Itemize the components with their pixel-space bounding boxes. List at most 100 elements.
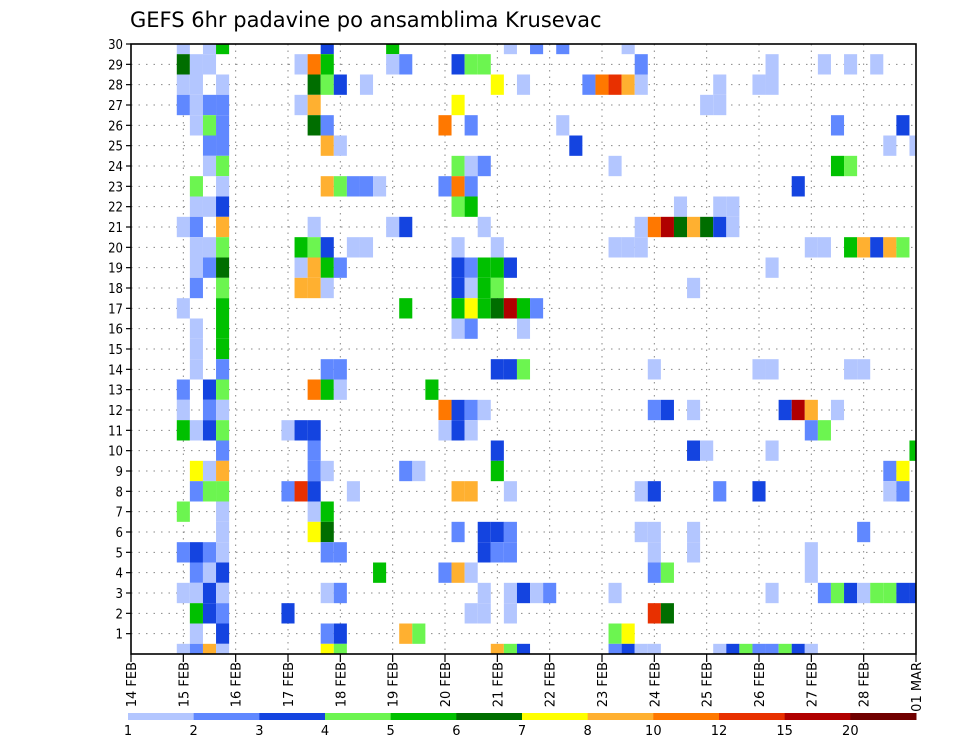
heatmap-cell: [202, 582, 217, 604]
heatmap-cell: [386, 44, 400, 55]
heatmap-cell: [844, 582, 858, 604]
y-tick-label: 26: [108, 119, 123, 134]
heatmap-cell: [765, 582, 779, 604]
heatmap-cell: [307, 481, 321, 502]
heatmap-cell: [399, 54, 413, 75]
x-tick-label: 26 FEB: [753, 662, 768, 707]
heatmap-cell: [189, 359, 203, 380]
heatmap-cell: [386, 216, 400, 238]
heatmap-cell: [176, 582, 190, 604]
heatmap-cell: [202, 237, 217, 258]
heatmap-cell: [765, 74, 779, 95]
heatmap-cell: [490, 542, 504, 563]
heatmap-cell: [216, 298, 230, 319]
heatmap-cell: [346, 176, 360, 197]
heatmap-cell: [373, 176, 387, 197]
heatmap-cell: [765, 54, 779, 75]
heatmap-cell: [844, 54, 858, 75]
heatmap-cell: [464, 399, 478, 421]
heatmap-cell: [281, 420, 295, 441]
heatmap-cell: [477, 155, 491, 177]
heatmap-cell: [451, 94, 465, 116]
heatmap-cell: [857, 521, 871, 543]
colorbar-swatch: [128, 713, 195, 720]
heatmap-cell: [216, 216, 230, 238]
heatmap-cell: [359, 237, 374, 258]
heatmap-cell: [634, 54, 648, 75]
heatmap-cell: [189, 643, 203, 654]
heatmap-cell: [503, 603, 517, 624]
heatmap-cell: [503, 542, 517, 563]
y-tick-label: 10: [108, 445, 123, 460]
heatmap-cell: [516, 582, 531, 604]
heatmap-cell: [477, 399, 491, 421]
heatmap-cell: [844, 237, 858, 258]
x-tick-label: 14 FEB: [125, 662, 140, 707]
heatmap-cell: [634, 521, 648, 543]
heatmap-cell: [216, 155, 230, 177]
grid-lines: [130, 43, 917, 654]
heatmap-cell: [189, 277, 203, 299]
heatmap-cell: [320, 521, 334, 543]
y-tick-label: 16: [108, 323, 123, 338]
x-tick-label: 17 FEB: [282, 662, 297, 707]
y-tick-label: 11: [108, 424, 123, 439]
heatmap-cell: [202, 460, 217, 482]
heatmap-cell: [438, 420, 452, 441]
heatmap-cell: [765, 257, 779, 278]
heatmap-cell: [320, 379, 334, 400]
heatmap-cell: [687, 216, 701, 238]
y-tick-label: 21: [108, 221, 123, 236]
heatmap-cell: [464, 420, 478, 441]
heatmap-cell: [490, 460, 504, 482]
heatmap-cell: [438, 115, 452, 136]
colorbar-swatch: [784, 713, 851, 720]
heatmap-cell: [451, 562, 465, 583]
heatmap-cell: [896, 481, 910, 502]
heatmap-cell: [857, 359, 871, 380]
colorbar-label: 20: [842, 724, 859, 739]
heatmap-cell: [791, 399, 805, 421]
heatmap-cell: [189, 196, 203, 217]
heatmap-cell: [189, 481, 203, 502]
heatmap-cell: [647, 562, 661, 583]
heatmap-cell: [216, 501, 230, 522]
heatmap-cell: [307, 460, 321, 482]
heatmap-cell: [464, 155, 478, 177]
heatmap-cell: [490, 521, 504, 543]
y-tick-label: 23: [108, 180, 123, 195]
heatmap-cell: [320, 237, 334, 258]
heatmap-cell: [281, 481, 295, 502]
heatmap-cell: [176, 74, 190, 95]
heatmap-cell: [216, 440, 230, 461]
heatmap-cell: [477, 216, 491, 238]
heatmap-cell: [830, 155, 845, 177]
heatmap-cell: [490, 643, 504, 654]
heatmap-cell: [817, 420, 831, 441]
colorbar-swatch: [522, 713, 589, 720]
heatmap-cell: [294, 420, 308, 441]
heatmap-cell: [883, 135, 897, 156]
heatmap-cell: [189, 237, 203, 258]
heatmap-cell: [307, 54, 321, 75]
heatmap-cell: [791, 176, 805, 197]
heatmap-cell: [490, 74, 504, 95]
x-tick-label: 23 FEB: [596, 662, 611, 707]
heatmap-cell: [503, 298, 517, 319]
heatmap-cell: [189, 542, 203, 563]
heatmap-cell: [333, 74, 347, 95]
heatmap-cell: [438, 176, 452, 197]
heatmap-cell: [516, 298, 531, 319]
heatmap-cell: [804, 420, 818, 441]
heatmap-cell: [464, 277, 478, 299]
heatmap-cell: [464, 603, 478, 624]
heatmap-cell: [451, 237, 465, 258]
heatmap-cell: [608, 623, 622, 644]
heatmap-cell: [752, 643, 766, 654]
heatmap-cell: [700, 94, 714, 116]
heatmap-cell: [490, 237, 504, 258]
heatmap-cell: [202, 420, 217, 441]
heatmap-cell: [307, 237, 321, 258]
heatmap-cell: [464, 115, 478, 136]
heatmap-cell: [830, 115, 845, 136]
